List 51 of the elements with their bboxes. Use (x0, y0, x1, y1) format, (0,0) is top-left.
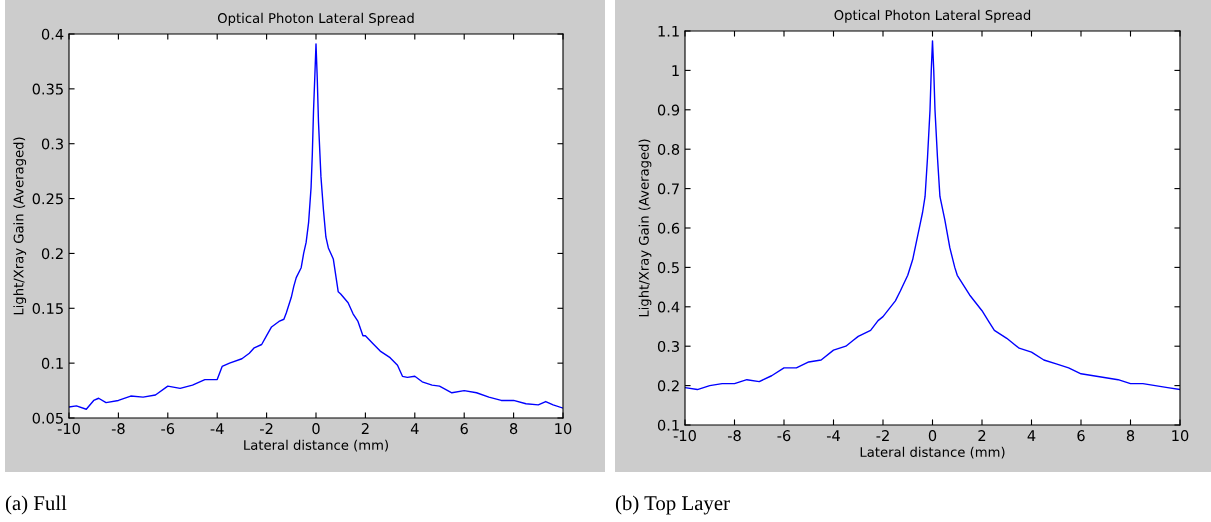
x-tick-label: -2 (260, 423, 273, 434)
x-tick-label: 10 (555, 423, 572, 435)
y-tick-label: 0.35 (32, 83, 63, 95)
x-tick-label: 2 (361, 423, 369, 434)
y-tick-label: 0.3 (657, 340, 679, 352)
text: (b) Top Layer (615, 495, 730, 515)
x-tick-label: 8 (1126, 430, 1135, 442)
chart-title: Optical Photon Lateral Spread (217, 12, 414, 26)
x-tick-label: 4 (1027, 430, 1036, 441)
x-tick-label: -4 (210, 423, 224, 434)
y-tick-label: 0.9 (657, 104, 680, 116)
y-axis-title: Light/Xray Gain (Averaged) (638, 139, 652, 317)
y-tick-label: 0.1 (657, 419, 679, 431)
y-tick-label: 0.7 (657, 183, 679, 195)
x-axis-title: Lateral distance (mm) (860, 446, 1005, 459)
y-tick-label: 0.5 (657, 262, 679, 274)
y-tick-label: 0.6 (657, 222, 680, 234)
x-tick-label: 0 (928, 430, 937, 442)
y-tick-label: 0.3 (41, 138, 63, 150)
y-tick-label: 0.8 (657, 143, 680, 155)
chart-title: Optical Photon Lateral Spread (834, 9, 1031, 23)
x-tick-label: -6 (777, 430, 791, 442)
x-tick-label: 4 (410, 423, 419, 434)
x-tick-label: 0 (312, 423, 320, 435)
line-series (69, 43, 563, 410)
y-axis-title: Light/Xray Gain (Averaged) (13, 137, 27, 315)
text: (a) Full (5, 495, 67, 515)
x-tick-label: -10 (673, 430, 696, 442)
y-tick-label: 0.4 (657, 301, 680, 313)
y-tick-label: 1 (672, 65, 679, 76)
x-tick-label: 8 (509, 423, 518, 435)
y-tick-label: 0.15 (32, 303, 63, 315)
x-tick-label: 10 (1172, 430, 1189, 442)
y-tick-label: 0.4 (41, 28, 64, 40)
y-tick-label: 0.2 (657, 380, 679, 392)
y-tick-label: 1.1 (658, 25, 679, 37)
x-tick-label: 6 (1077, 430, 1085, 442)
y-tick-label: 0.2 (41, 248, 63, 260)
x-tick-label: 6 (460, 423, 468, 435)
x-tick-label: -8 (111, 423, 125, 435)
x-tick-label: -8 (727, 430, 741, 442)
y-tick-label: 0.25 (32, 193, 63, 205)
x-tick-label: -10 (57, 423, 80, 435)
y-tick-label: 0.1 (41, 357, 63, 369)
line-series (685, 40, 1180, 391)
x-axis-title: Lateral distance (mm) (244, 439, 388, 452)
y-tick-label: 0.05 (32, 412, 63, 424)
x-tick-label: -4 (826, 430, 840, 441)
x-tick-label: 2 (978, 430, 986, 441)
x-tick-label: -2 (876, 430, 889, 441)
x-tick-label: -6 (161, 423, 175, 435)
